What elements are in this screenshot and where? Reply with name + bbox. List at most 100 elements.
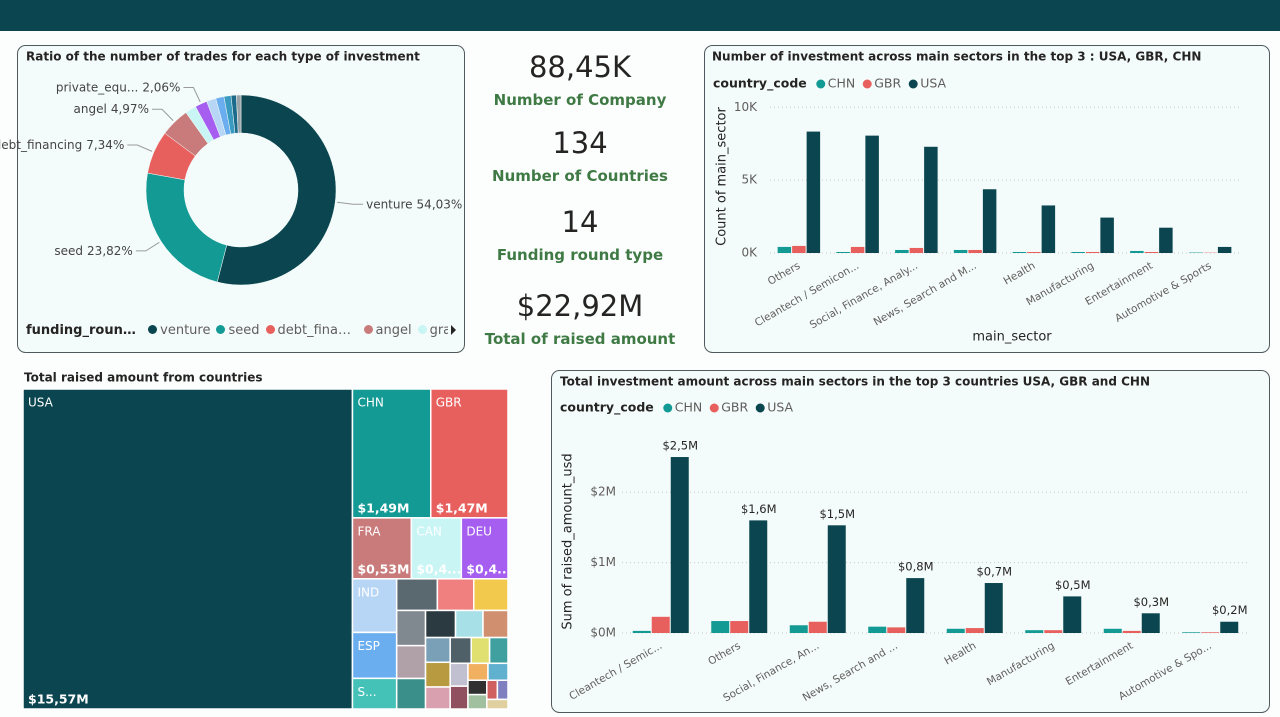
bar <box>1103 628 1122 633</box>
leader-line <box>127 144 153 152</box>
data-label: $0,3M <box>1133 595 1169 609</box>
bar <box>711 621 730 633</box>
treemap-cell <box>424 636 451 664</box>
legend-title: funding_round... <box>26 323 138 338</box>
kpi-value: 14 <box>561 205 599 239</box>
legend-label: grant <box>429 323 448 338</box>
legend-marker <box>216 325 226 334</box>
leader-line <box>337 201 364 205</box>
legend-label: GBR <box>721 400 748 415</box>
slice-name: seed <box>54 243 83 257</box>
legend: funding_round... venture seed debt_financi… <box>26 321 448 341</box>
bar <box>1182 632 1201 633</box>
chart-title: Ratio of the number of trades for each t… <box>26 50 420 64</box>
legend-marker <box>709 403 719 413</box>
treemap-cell <box>424 609 457 639</box>
bar <box>632 630 651 633</box>
bar <box>1144 251 1159 253</box>
legend-label: venture <box>160 323 211 338</box>
treemap-cell <box>487 662 509 681</box>
bar <box>1071 251 1085 253</box>
bar <box>777 246 792 253</box>
treemap-cell <box>472 578 509 612</box>
chart-title: Total investment amount across main sect… <box>560 375 1150 389</box>
bar <box>651 616 670 633</box>
panel <box>551 370 1270 713</box>
data-label: debt_financing 7,34% <box>0 137 124 151</box>
cell-label: S... <box>357 685 376 699</box>
bar <box>1041 205 1056 253</box>
bar <box>906 578 925 633</box>
slice-name: debt_financing <box>0 137 82 151</box>
legend-label: debt_financing <box>277 323 358 338</box>
data-label: seed 23,82% <box>54 243 132 257</box>
bar <box>982 189 997 253</box>
legend-label: CHN <box>675 400 702 415</box>
bar <box>836 251 850 253</box>
cell-label: ESP <box>357 639 379 653</box>
bar <box>1122 630 1141 633</box>
y-tick-label: 10K <box>734 100 758 114</box>
treemap-cell <box>467 662 489 681</box>
slice-value: 4,97% <box>111 102 149 116</box>
y-tick-label: $2M <box>590 485 616 499</box>
bar <box>965 628 984 633</box>
y-tick-label: 0K <box>741 246 758 260</box>
legend-title: country_code <box>560 400 654 416</box>
bar <box>984 583 1003 633</box>
bar <box>909 247 924 253</box>
treemap-cell <box>395 609 427 647</box>
treemap-cell <box>470 636 491 665</box>
cell-label: USA <box>28 396 54 410</box>
data-label: $2,5M <box>662 439 698 453</box>
kpi-card: $22,92M Total of raised amount <box>480 289 680 349</box>
legend-label: USA <box>920 76 946 91</box>
treemap-cell <box>395 644 427 680</box>
bar <box>968 249 982 253</box>
data-label: $1,6M <box>741 502 777 516</box>
y-tick-label: 5K <box>741 173 758 187</box>
treemap-cell <box>482 609 509 639</box>
treemap-cell <box>467 693 488 710</box>
bar <box>808 621 827 633</box>
bar <box>1220 621 1239 633</box>
data-label: venture 54,03% <box>366 197 462 211</box>
bar <box>1217 246 1232 253</box>
bar <box>946 628 965 633</box>
legend-label: USA <box>767 400 793 415</box>
legend-label: CHN <box>828 76 855 91</box>
data-label: $0,2M <box>1212 603 1248 617</box>
legend-label: seed <box>228 323 260 338</box>
legend-marker <box>755 403 765 413</box>
cell-value: $1,49M <box>357 500 409 515</box>
kpi-label: Funding round type <box>496 246 664 264</box>
bar <box>1130 250 1144 253</box>
slice-name: venture <box>366 197 412 211</box>
treemap-cell <box>410 517 463 580</box>
bar <box>895 249 909 253</box>
legend-marker <box>816 79 826 89</box>
data-label: angel 4,97% <box>74 102 149 116</box>
data-label: $1,5M <box>819 507 855 521</box>
bar <box>865 135 879 253</box>
slice-value: 7,34% <box>86 137 124 151</box>
treemap-cell <box>488 636 509 665</box>
treemap-cell <box>449 662 469 687</box>
bar <box>749 520 768 633</box>
data-label: $0,8M <box>898 560 934 574</box>
kpi-label: Number of Countries <box>492 167 668 185</box>
legend-marker <box>363 325 373 334</box>
legend-scroll-arrow[interactable] <box>451 325 456 335</box>
bar <box>887 627 906 633</box>
cell-label: FRA <box>357 524 381 538</box>
data-label: $0,5M <box>1055 578 1091 592</box>
kpi-label: Number of Company <box>493 91 667 109</box>
legend-marker <box>417 325 427 334</box>
bar <box>670 457 689 633</box>
kpi-value: $22,92M <box>516 289 644 323</box>
donut-slice <box>236 94 242 134</box>
cell-value: $0,4... <box>466 561 511 576</box>
treemap-cell <box>449 685 469 710</box>
